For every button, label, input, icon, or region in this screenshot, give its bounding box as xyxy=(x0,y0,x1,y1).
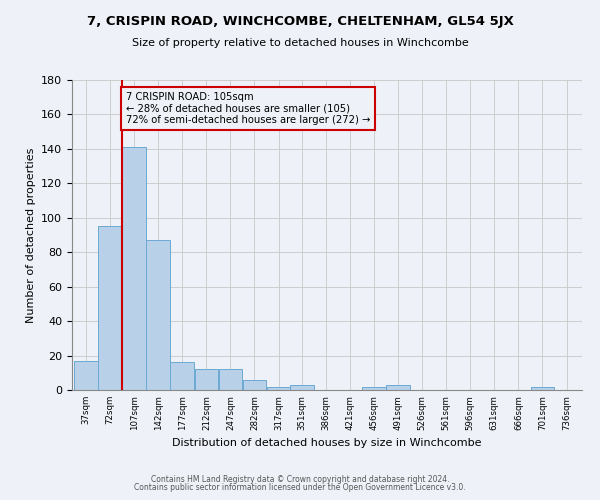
Bar xyxy=(266,386,290,390)
Y-axis label: Number of detached properties: Number of detached properties xyxy=(26,148,35,322)
X-axis label: Distribution of detached houses by size in Winchcombe: Distribution of detached houses by size … xyxy=(172,438,482,448)
Bar xyxy=(218,370,242,390)
Text: Contains HM Land Registry data © Crown copyright and database right 2024.: Contains HM Land Registry data © Crown c… xyxy=(151,475,449,484)
Bar xyxy=(530,386,554,390)
Text: Contains public sector information licensed under the Open Government Licence v3: Contains public sector information licen… xyxy=(134,484,466,492)
Bar xyxy=(122,147,146,390)
Bar xyxy=(74,360,98,390)
Bar xyxy=(98,226,122,390)
Bar xyxy=(170,362,194,390)
Text: 7 CRISPIN ROAD: 105sqm
← 28% of detached houses are smaller (105)
72% of semi-de: 7 CRISPIN ROAD: 105sqm ← 28% of detached… xyxy=(125,92,370,126)
Bar xyxy=(386,385,410,390)
Bar xyxy=(290,385,314,390)
Bar xyxy=(194,370,218,390)
Text: Size of property relative to detached houses in Winchcombe: Size of property relative to detached ho… xyxy=(131,38,469,48)
Text: 7, CRISPIN ROAD, WINCHCOMBE, CHELTENHAM, GL54 5JX: 7, CRISPIN ROAD, WINCHCOMBE, CHELTENHAM,… xyxy=(86,15,514,28)
Bar xyxy=(146,240,170,390)
Bar xyxy=(362,386,386,390)
Bar xyxy=(242,380,266,390)
